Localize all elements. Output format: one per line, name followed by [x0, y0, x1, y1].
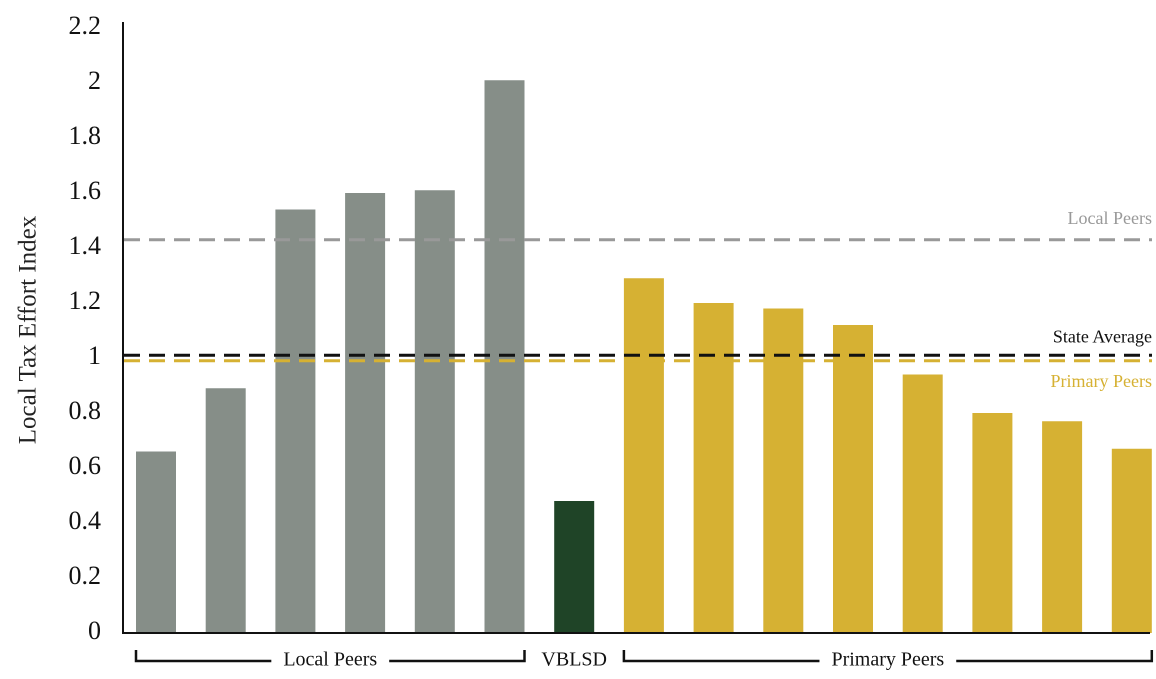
- reference-line-label: State Average: [1053, 326, 1152, 346]
- reference-line-label: Primary Peers: [1051, 371, 1152, 391]
- group-bracket-left: [134, 650, 272, 663]
- bar-primary: [763, 308, 804, 633]
- group-bracket-right: [956, 650, 1154, 663]
- bar-primary: [833, 325, 873, 633]
- group-label: VBLSD: [541, 649, 607, 671]
- bar-primary: [693, 303, 734, 633]
- bar-local: [136, 451, 176, 633]
- y-tick-label: 1.8: [69, 121, 102, 150]
- bar-primary: [972, 413, 1013, 633]
- reference-line-label: Local Peers: [1068, 208, 1152, 228]
- reference-lines: Local Peers State Average Primary Peers: [124, 208, 1152, 391]
- y-tick-label: 0.8: [69, 396, 102, 425]
- y-tick-label: 1.4: [69, 231, 102, 260]
- bar-primary: [1042, 421, 1083, 633]
- y-tick-label: 1: [88, 341, 101, 370]
- bar-primary: [1111, 448, 1152, 633]
- group-bracket-right: [389, 650, 526, 663]
- group-label: Local Peers: [283, 649, 377, 671]
- bars: [136, 80, 1152, 633]
- bar-primary: [623, 278, 664, 633]
- y-tick-label: 1.6: [69, 176, 102, 205]
- y-tick-label: 2: [88, 66, 101, 95]
- group-bracket-left: [622, 650, 820, 663]
- y-axis-label: Local Tax Effort Index: [15, 215, 42, 444]
- bar-primary: [902, 374, 943, 633]
- bar-local: [345, 193, 386, 633]
- group-brackets: Local Peers VBLSD Primary Peers: [134, 649, 1154, 671]
- y-tick-label: 0: [88, 616, 101, 645]
- bar-local: [275, 209, 316, 633]
- y-tick-label: 2.2: [69, 11, 102, 40]
- y-tick-label: 0.2: [69, 561, 102, 590]
- y-tick-label: 0.4: [69, 506, 102, 535]
- y-tick-label: 0.6: [69, 451, 102, 480]
- group-label: Primary Peers: [831, 649, 944, 671]
- y-tick-label: 1.2: [69, 286, 102, 315]
- y-axis-ticks: 0 0.2 0.4 0.6 0.8 1 1.2 1.4 1.6 1.8 2 2.2: [69, 11, 102, 645]
- bar-local: [414, 190, 455, 633]
- bar-local: [205, 388, 246, 633]
- bar-vblsd: [554, 501, 595, 633]
